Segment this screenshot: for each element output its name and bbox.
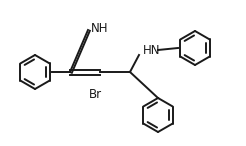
- Text: NH: NH: [91, 22, 108, 35]
- Text: Br: Br: [89, 88, 102, 101]
- Text: HN: HN: [143, 44, 160, 57]
